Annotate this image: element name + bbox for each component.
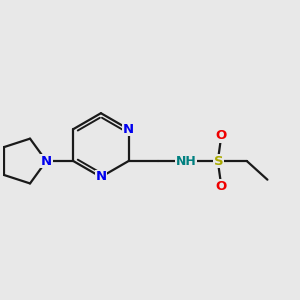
Text: N: N [41, 154, 52, 167]
Text: O: O [215, 129, 226, 142]
Text: NH: NH [176, 154, 197, 167]
Text: N: N [123, 123, 134, 136]
Text: O: O [215, 180, 226, 193]
Text: N: N [95, 170, 106, 184]
Text: S: S [214, 154, 223, 167]
